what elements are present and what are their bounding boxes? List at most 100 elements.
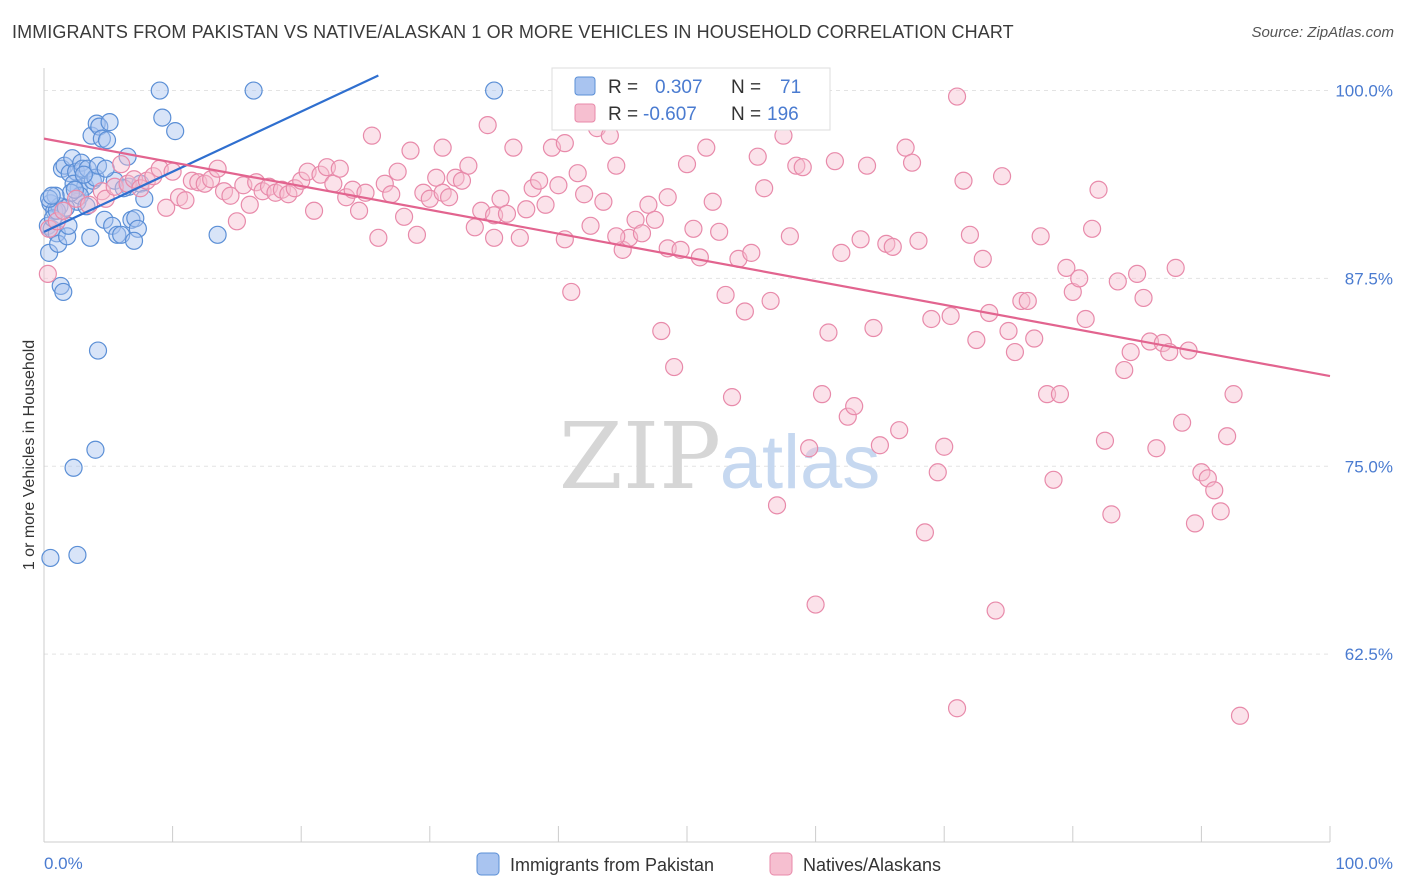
- watermark-atlas: atlas: [720, 420, 881, 505]
- pink-data-point: [478, 116, 497, 135]
- pink-data-point: [1044, 470, 1063, 489]
- pink-data-point: [845, 397, 864, 416]
- pink-data-point: [722, 388, 742, 407]
- pink-data-point: [1173, 413, 1192, 432]
- bottom-legend-blue-swatch: [476, 852, 500, 876]
- blue-data-point: [485, 81, 504, 100]
- blue-data-point: [64, 458, 83, 477]
- pink-data-point: [112, 155, 131, 174]
- pink-data-point: [1031, 227, 1050, 246]
- blue-data-point: [86, 440, 105, 459]
- pink-data-point: [1230, 706, 1250, 725]
- bottom-legend-blue-label: Immigrants from Pakistan: [510, 855, 714, 875]
- stats-legend-pink-r-label: R =: [608, 104, 638, 125]
- pink-data-point: [896, 138, 915, 157]
- blue-data-point: [40, 189, 59, 208]
- pink-data-point: [1102, 505, 1121, 524]
- pink-data-point: [607, 156, 626, 175]
- pink-data-point: [362, 126, 382, 145]
- pink-data-point: [491, 189, 510, 208]
- pink-data-point: [780, 227, 799, 246]
- pink-data-point: [1057, 258, 1076, 277]
- pink-data-point: [684, 219, 703, 238]
- pink-data-point: [819, 323, 838, 342]
- pink-data-point: [221, 186, 240, 205]
- pink-data-point: [433, 138, 452, 157]
- stats-legend-blue-r-label: R =: [608, 77, 638, 98]
- stats-legend-pink-n-value: 196: [767, 104, 799, 125]
- stats-legend-blue-r-value: 0.307: [655, 77, 703, 98]
- blue-data-point: [150, 81, 169, 100]
- pink-data-point: [452, 171, 472, 190]
- pink-data-point: [864, 318, 883, 338]
- pink-data-point: [349, 201, 369, 220]
- pink-data-point: [1070, 269, 1089, 288]
- pink-data-point: [735, 302, 754, 321]
- pink-data-point: [935, 437, 954, 456]
- blue-data-point: [41, 548, 60, 568]
- pink-data-point: [1147, 439, 1166, 458]
- blue-data-point: [54, 282, 73, 302]
- pink-data-point: [176, 191, 195, 210]
- stats-legend-box: [551, 67, 831, 131]
- pink-data-point: [748, 147, 767, 166]
- blue-data-point: [88, 341, 108, 360]
- pink-data-point: [1218, 427, 1237, 446]
- blue-data-point: [135, 189, 154, 208]
- pink-data-point: [304, 201, 324, 220]
- pink-data-point: [825, 152, 844, 171]
- pink-data-point: [928, 463, 947, 482]
- stats-legend: R = 0.307 N = 71 R = -0.607 N = 196: [551, 67, 831, 131]
- pink-data-point: [967, 330, 986, 350]
- pink-data-point: [787, 156, 806, 175]
- pink-data-point: [832, 243, 851, 262]
- pink-trend-line: [43, 137, 1331, 378]
- blue-data-point: [100, 113, 119, 132]
- watermark-zip: ZIP: [559, 403, 721, 510]
- pink-data-point: [394, 207, 414, 226]
- blue-trend-line: [43, 74, 379, 233]
- pink-data-point: [710, 222, 729, 241]
- stats-legend-pink-n-label: N =: [731, 104, 761, 125]
- pink-data-point: [883, 237, 902, 256]
- blue-data-point: [124, 231, 144, 250]
- stats-legend-blue-n-value: 71: [780, 77, 801, 98]
- blue-data-point: [128, 219, 147, 238]
- pink-data-point: [954, 171, 973, 190]
- pink-data-point: [459, 156, 478, 175]
- chart-title: IMMIGRANTS FROM PAKISTAN VS NATIVE/ALASK…: [12, 22, 1014, 42]
- pink-data-point: [594, 192, 613, 211]
- pink-data-point: [465, 218, 484, 237]
- blue-data-point: [73, 159, 92, 178]
- pink-data-point: [1166, 258, 1185, 277]
- stats-legend-blue-swatch: [574, 76, 596, 96]
- pink-data-point: [767, 496, 787, 515]
- pink-data-point: [382, 185, 401, 204]
- pink-data-point: [697, 138, 716, 157]
- pink-data-point: [915, 523, 935, 542]
- pink-data-point: [941, 306, 960, 326]
- pink-data-point: [157, 198, 176, 217]
- pink-data-point: [1089, 180, 1108, 199]
- pink-data-point: [227, 212, 246, 231]
- pink-data-point: [202, 170, 221, 189]
- points-layer: [38, 81, 1250, 725]
- blue-data-point: [126, 209, 145, 228]
- pink-data-point: [652, 321, 671, 341]
- pink-data-point: [838, 407, 857, 426]
- bottom-legend-pink-label: Natives/Alaskans: [803, 855, 941, 875]
- pink-data-point: [369, 228, 388, 247]
- pink-data-point: [909, 231, 928, 250]
- pink-data-point: [375, 174, 394, 193]
- pink-data-point: [1115, 360, 1134, 380]
- pink-data-point: [973, 249, 992, 268]
- pink-data-point: [755, 179, 774, 198]
- pink-data-point: [1224, 385, 1243, 404]
- blue-data-point: [65, 180, 84, 199]
- pink-data-point: [485, 228, 504, 247]
- bottom-legend-pink-swatch: [769, 852, 793, 876]
- pink-data-point: [793, 158, 812, 177]
- pink-data-point: [632, 224, 652, 243]
- trend-layer: [43, 74, 1331, 378]
